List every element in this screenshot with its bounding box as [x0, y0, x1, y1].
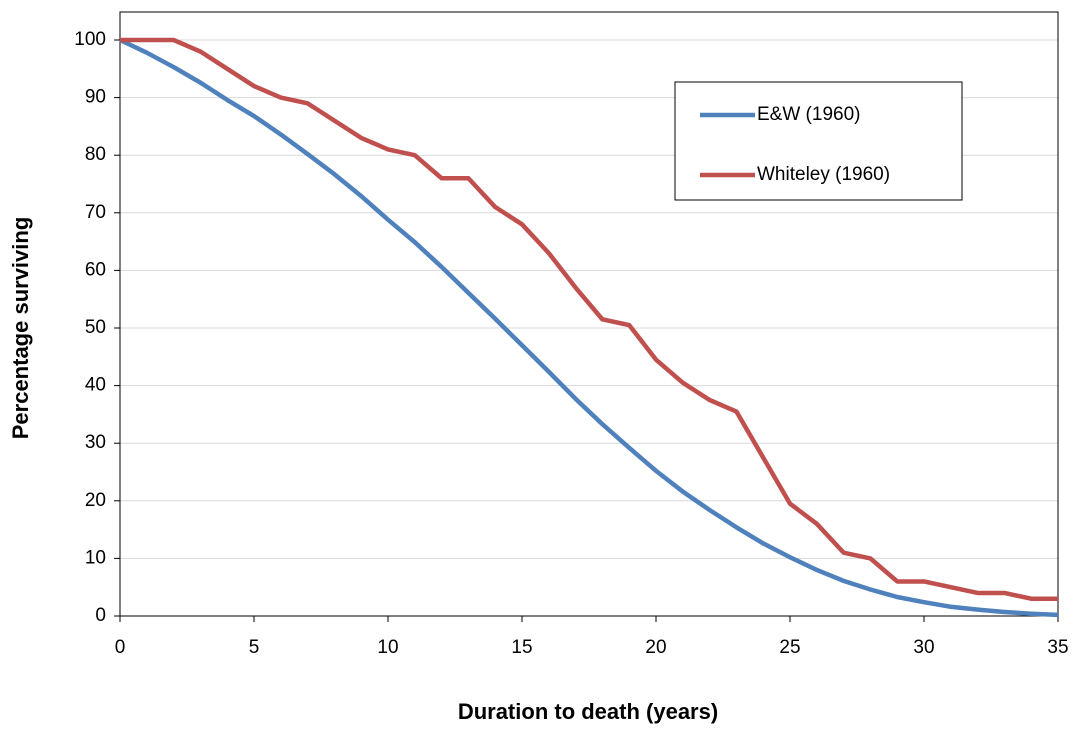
series-line	[120, 37, 1058, 601]
y-tick-label: 20	[85, 490, 106, 511]
x-tick-label: 15	[511, 637, 532, 658]
y-tick-label: 10	[85, 547, 106, 568]
y-tick-label: 30	[85, 432, 106, 453]
x-tick-label: 20	[645, 637, 666, 658]
x-tick-label: 10	[377, 637, 398, 658]
plot-frame	[119, 11, 1059, 617]
x-tick-label: 5	[249, 637, 260, 658]
legend-label: E&W (1960)	[757, 104, 860, 125]
series-line	[119, 37, 1059, 618]
y-axis-title: Percentage surviving	[8, 217, 33, 440]
y-tick-label: 100	[74, 29, 106, 50]
y-tick-label: 40	[85, 375, 106, 396]
y-tick-label: 60	[85, 259, 106, 280]
legend-label: Whiteley (1960)	[757, 164, 890, 185]
x-tick-label: 25	[779, 637, 800, 658]
y-tick-label: 80	[85, 144, 106, 165]
x-tick-label: 30	[913, 637, 934, 658]
y-tick-label: 0	[95, 605, 106, 626]
y-tick-label: 50	[85, 317, 106, 338]
legend-box	[674, 81, 963, 201]
x-tick-label: 0	[115, 637, 126, 658]
x-axis-title: Duration to death (years)	[458, 699, 718, 724]
y-tick-label: 70	[85, 202, 106, 223]
y-tick-label: 90	[85, 87, 106, 108]
x-tick-label: 35	[1047, 637, 1068, 658]
